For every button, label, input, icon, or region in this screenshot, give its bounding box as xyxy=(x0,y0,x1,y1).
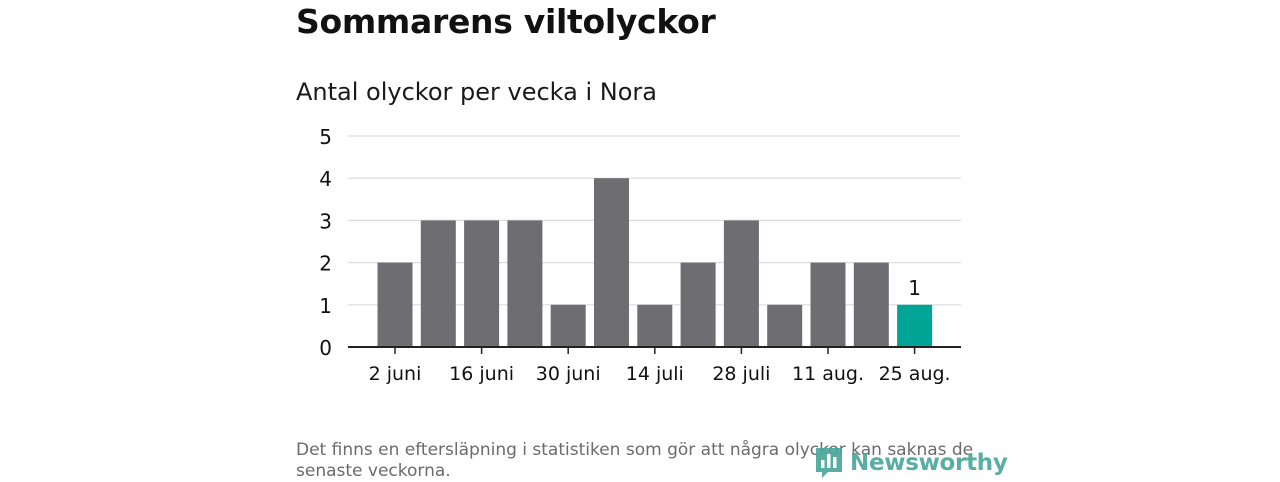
x-tick-label: 30 juni xyxy=(536,363,601,385)
x-tick-label: 14 juli xyxy=(626,363,684,385)
bar xyxy=(853,262,889,347)
data-label: 1 xyxy=(908,276,921,300)
bar xyxy=(377,262,413,347)
bar-chart: 0 1 2 3 4 5 1 2 juni 16 juni 30 juni 14 juli 28 jul… xyxy=(319,125,961,385)
bar xyxy=(723,220,759,347)
bar xyxy=(550,304,586,347)
bar xyxy=(897,304,933,347)
bar xyxy=(680,262,716,347)
bar xyxy=(507,220,543,347)
chart-title: Sommarens viltolyckor xyxy=(296,2,716,41)
y-tick-label: 0 xyxy=(319,336,332,360)
y-tick-label: 3 xyxy=(319,209,332,233)
y-tick-label: 5 xyxy=(319,125,332,149)
x-tick-label: 11 aug. xyxy=(792,363,864,385)
bar xyxy=(594,178,629,347)
y-tick-label: 2 xyxy=(319,252,332,276)
bar xyxy=(767,304,803,347)
bar xyxy=(464,220,500,347)
x-tick-label: 2 juni xyxy=(369,363,422,385)
x-tick-label: 28 juli xyxy=(712,363,770,385)
footnote: Det finns en eftersläpning i statistiken… xyxy=(296,440,974,481)
y-tick-label: 4 xyxy=(319,167,332,191)
chart-subtitle: Antal olyckor per vecka i Nora xyxy=(296,78,657,106)
bar xyxy=(637,304,673,347)
newsworthy-logo-icon xyxy=(816,448,842,478)
y-tick-label: 1 xyxy=(319,294,332,318)
brand-logo: Newsworthy xyxy=(814,445,1008,481)
bar xyxy=(420,220,456,347)
bar xyxy=(810,262,846,347)
x-tick-label: 25 aug. xyxy=(879,363,951,385)
brand-name: Newsworthy xyxy=(850,450,1008,476)
x-tick-label: 16 juni xyxy=(449,363,514,385)
